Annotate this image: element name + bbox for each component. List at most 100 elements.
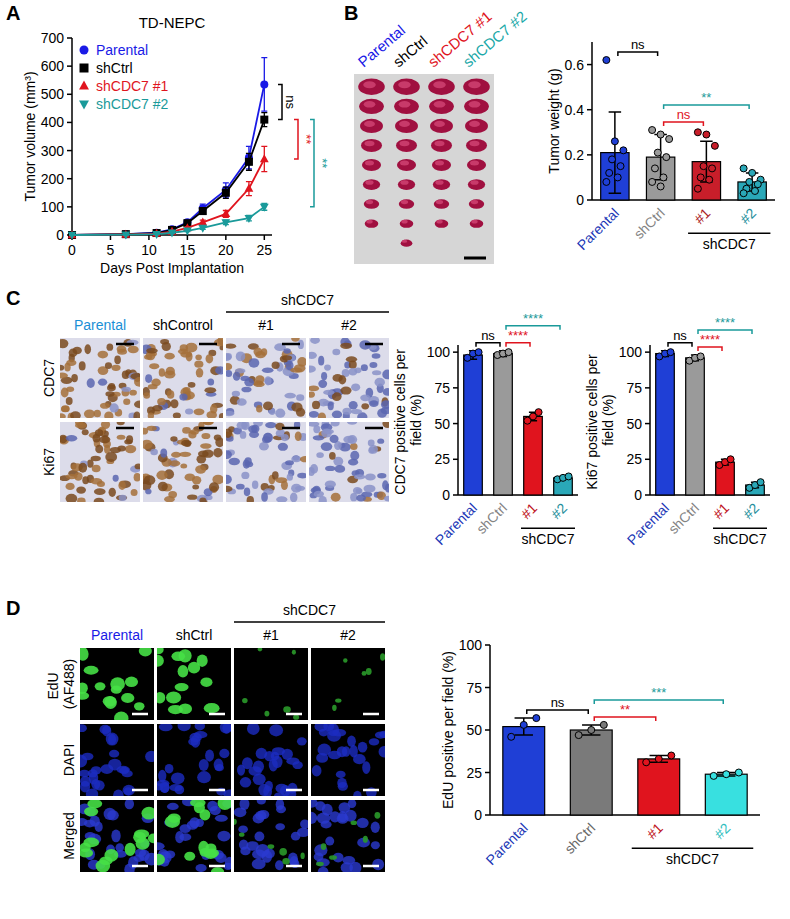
nucleus <box>190 429 199 435</box>
legend-marker <box>80 64 89 73</box>
nucleus <box>233 372 241 381</box>
tumor-highlight <box>401 200 408 204</box>
bar <box>524 416 543 495</box>
scale-bar <box>282 427 300 430</box>
y-tick-label: 100 <box>41 199 65 215</box>
nucleus <box>117 345 127 352</box>
significance: **** <box>700 332 720 347</box>
y-axis-title: Tumor volume (mm³) <box>22 71 38 201</box>
data-point <box>603 178 610 185</box>
tumor <box>360 119 383 133</box>
nucleus <box>100 403 110 409</box>
group-line <box>521 527 575 529</box>
nucleus <box>82 476 89 484</box>
nucleus <box>203 422 213 425</box>
nucleus <box>318 412 326 418</box>
edu-nucleus <box>321 843 327 850</box>
tumor-highlight <box>400 160 409 165</box>
nucleus <box>354 368 361 374</box>
nucleus <box>309 365 316 372</box>
figure: ATD-NEPC0100200300400500600700Tumor volu… <box>0 0 790 919</box>
significance: ns <box>283 95 298 109</box>
nucleus <box>113 475 119 482</box>
nucleus <box>372 353 381 358</box>
nucleus <box>237 422 248 429</box>
tumor-highlight <box>468 81 481 88</box>
nucleus <box>150 449 158 456</box>
dapi-nucleus <box>80 755 87 768</box>
nucleus <box>124 439 132 444</box>
dapi-nucleus <box>379 731 385 738</box>
marker <box>199 207 207 215</box>
bracket <box>476 343 500 347</box>
nucleus <box>188 382 196 388</box>
nucleus <box>338 375 346 384</box>
data-point <box>700 163 707 170</box>
marks <box>80 724 154 796</box>
dapi-nucleus <box>366 787 377 796</box>
column-label: shCtrl <box>176 627 213 643</box>
nucleus <box>77 498 86 502</box>
dapi-nucleus <box>269 759 278 772</box>
dapi-nucleus <box>240 777 251 787</box>
nucleus <box>91 456 101 462</box>
y-tick-label: 25 <box>466 765 482 781</box>
dapi-nucleus <box>372 859 384 871</box>
data-point <box>651 165 658 172</box>
marker <box>260 204 269 212</box>
nucleus <box>219 413 223 418</box>
nucleus <box>194 361 203 368</box>
nucleus <box>99 436 110 443</box>
tumor <box>468 179 485 190</box>
y-tick-label: 400 <box>41 114 65 130</box>
dapi-nucleus <box>237 764 245 775</box>
scale-bar <box>363 865 379 868</box>
edu-nucleus <box>335 698 341 702</box>
nucleus <box>79 361 86 370</box>
error-bar <box>609 112 621 193</box>
dapi-nucleus <box>207 801 218 811</box>
y-tick-label: 600 <box>41 58 65 74</box>
nucleus <box>145 489 151 495</box>
bar <box>686 358 705 495</box>
dapi-nucleus <box>165 764 174 774</box>
x-axis-title: Days Post Implantation <box>100 260 244 276</box>
dapi-nucleus <box>222 724 231 734</box>
nucleus <box>226 370 232 377</box>
tumor <box>393 79 420 95</box>
series-line <box>72 84 264 235</box>
marker <box>245 158 253 166</box>
nucleus <box>106 343 113 350</box>
data-point <box>654 149 661 156</box>
nucleus <box>369 445 378 454</box>
nucleus <box>133 411 140 418</box>
nucleus <box>193 408 204 415</box>
edu-nucleus <box>121 693 134 703</box>
dapi-nucleus <box>239 839 248 849</box>
legend-marker <box>80 46 89 55</box>
edu-nucleus <box>292 650 296 655</box>
nucleus <box>105 452 117 462</box>
y-tick <box>67 94 72 96</box>
dapi-nucleus <box>195 864 206 872</box>
legend-label: Parental <box>96 42 148 58</box>
marks <box>234 800 308 872</box>
y-tick <box>67 178 72 180</box>
edu-nucleus <box>178 665 189 677</box>
x-tick-label: 25 <box>257 242 273 258</box>
panel-letter: C <box>6 287 20 309</box>
marks <box>68 58 269 240</box>
marks <box>464 349 573 495</box>
dapi-nucleus <box>353 754 366 764</box>
dapi-nucleus <box>311 812 317 824</box>
data-point <box>754 181 761 188</box>
x-tick-label: Parental <box>624 500 672 548</box>
x-tick-label: #1 <box>518 500 540 522</box>
edu-nucleus <box>380 653 385 660</box>
nucleus <box>340 343 352 349</box>
nucleus <box>237 398 247 405</box>
y-tick-label: 50 <box>626 416 642 432</box>
tumor-highlight <box>363 81 376 88</box>
tumor <box>361 139 382 152</box>
tumor <box>434 199 449 209</box>
